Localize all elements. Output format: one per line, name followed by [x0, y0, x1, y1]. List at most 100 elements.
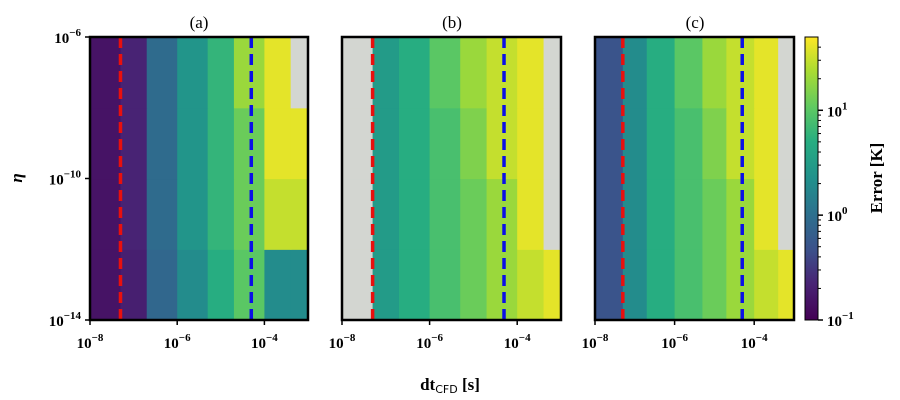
panel-title-a: (a) — [190, 13, 209, 32]
heatmap-cell — [778, 107, 795, 180]
heatmap-cell — [120, 178, 148, 250]
y-tick-label: 10−14 — [49, 310, 82, 330]
colorbar: 10−1 100 101 — [804, 36, 854, 330]
heatmap-cell — [207, 249, 235, 321]
x-tick-label: 10−4 — [504, 332, 531, 352]
heatmap-cell — [342, 178, 374, 250]
heatmap-cell — [398, 178, 431, 250]
heatmap-cell — [177, 178, 209, 250]
x-tick-label: 10−8 — [329, 332, 356, 352]
heatmap-cell — [460, 37, 488, 109]
heatmap-cell — [595, 249, 624, 321]
heatmap-cell — [646, 249, 676, 321]
heatmap-cell — [702, 249, 727, 321]
heatmap-cell — [754, 178, 779, 250]
heatmap-cell — [264, 178, 292, 250]
heatmap-cell — [517, 107, 545, 180]
heatmap-cell — [90, 107, 122, 180]
panel-b: 10−8 10−6 10−4 — [329, 35, 563, 352]
heatmap-cell — [290, 37, 309, 109]
heatmap-cell — [622, 37, 648, 109]
heatmap-cell — [429, 249, 461, 321]
heatmap-cell — [342, 37, 374, 109]
panel-a: 10−8 10−6 10−4 10−6 10−10 10−14 — [49, 27, 310, 352]
heatmap-cell — [674, 249, 704, 321]
plot-frame — [593, 35, 796, 322]
panel-title-c: (c) — [686, 13, 705, 32]
heatmap-cell — [120, 249, 148, 321]
heatmap-cell — [398, 107, 431, 180]
heatmap-cell — [177, 37, 209, 109]
heatmap-cell — [595, 107, 624, 180]
heatmap-cell — [595, 178, 624, 250]
heatmap-cell — [90, 249, 122, 321]
heatmap-cell — [233, 249, 265, 321]
x-tick-label: 10−4 — [741, 332, 768, 352]
heatmap-cell — [342, 249, 374, 321]
heatmap-cell — [207, 37, 235, 109]
colorbar-label: Error [K] — [867, 143, 886, 214]
heatmap-cell — [233, 37, 265, 109]
heatmap-cell — [517, 249, 545, 321]
heatmap-cell — [486, 107, 518, 180]
heatmap-cell — [264, 249, 292, 321]
heatmap-cell — [543, 249, 562, 321]
heatmap-cell — [543, 178, 562, 250]
heatmap-cell — [372, 178, 400, 250]
heatmap-cell — [207, 107, 235, 180]
heatmap-cell — [460, 178, 488, 250]
heatmap-cell — [517, 37, 545, 109]
heatmap-cell — [486, 37, 518, 109]
heatmap-cell — [754, 37, 779, 109]
heatmap-cell — [429, 107, 461, 180]
heatmap-cell — [398, 37, 431, 109]
heatmap-cell — [674, 107, 704, 180]
heatmap-cell — [90, 37, 122, 109]
heatmap-cell — [207, 178, 235, 250]
colorbar-gradient — [804, 36, 819, 321]
heatmap-cell — [177, 249, 209, 321]
heatmap-cell — [622, 107, 648, 180]
x-axis-label: dtCFD [s] — [420, 375, 480, 396]
heatmap-cell — [460, 107, 488, 180]
x-tick-label: 10−6 — [416, 332, 443, 352]
colorbar-tick-label: 100 — [827, 205, 848, 225]
heatmap-cell — [429, 37, 461, 109]
colorbar-tick-label: 101 — [827, 100, 848, 120]
heatmap-cell — [646, 178, 676, 250]
heatmap-cell — [120, 37, 148, 109]
heatmap-cell — [778, 178, 795, 250]
heatmap-cell — [146, 37, 178, 109]
heatmap-cell — [146, 249, 178, 321]
heatmap-cell — [543, 107, 562, 180]
heatmap-cell — [398, 249, 431, 321]
x-tick-label: 10−6 — [164, 332, 191, 352]
heatmap-cell — [674, 178, 704, 250]
heatmap-cell — [290, 107, 309, 180]
heatmap-cell — [90, 178, 122, 250]
heatmap-cell — [290, 178, 309, 250]
heatmap-cell — [460, 249, 488, 321]
heatmap-cell — [646, 107, 676, 180]
plot-frame — [340, 35, 563, 322]
heatmap-cell — [517, 178, 545, 250]
heatmap-cell — [264, 37, 292, 109]
heatmap-cell — [646, 37, 676, 109]
heatmap-cell — [702, 37, 727, 109]
x-tick-label: 10−6 — [661, 332, 688, 352]
y-axis-label: η — [7, 173, 26, 182]
x-tick-label: 10−8 — [582, 332, 609, 352]
heatmap-cell — [146, 107, 178, 180]
heatmap-cell — [120, 107, 148, 180]
heatmap-cell — [543, 37, 562, 109]
heatmap-cell — [342, 107, 374, 180]
heatmap-cell — [754, 107, 779, 180]
panel-c: 10−8 10−6 10−4 — [582, 35, 796, 352]
y-tick-label: 10−6 — [54, 27, 81, 47]
heatmap-cell — [290, 249, 309, 321]
heatmap-cell — [264, 107, 292, 180]
heatmap-cell — [778, 37, 795, 109]
heatmap-cell — [372, 249, 400, 321]
heatmap-cell — [233, 107, 265, 180]
